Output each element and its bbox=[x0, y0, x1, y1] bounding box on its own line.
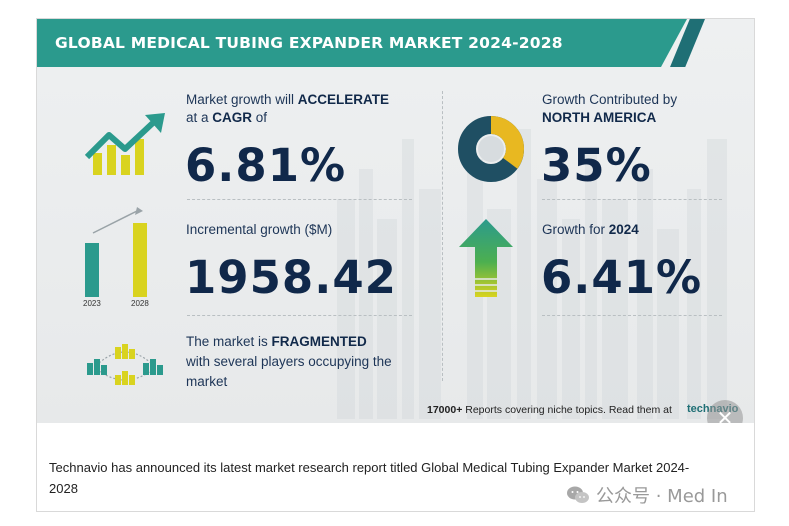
wechat-icon bbox=[567, 486, 589, 503]
year-growth-value: 6.41% bbox=[541, 251, 703, 304]
incremental-value: 1958.42 bbox=[185, 251, 397, 304]
up-arrow-icon bbox=[459, 219, 513, 297]
column-divider bbox=[442, 91, 443, 381]
year-growth-label: Growth for 2024 bbox=[542, 222, 639, 237]
title-banner bbox=[37, 19, 687, 67]
incremental-label: Incremental growth ($M) bbox=[186, 222, 333, 237]
close-icon: ✕ bbox=[716, 407, 734, 424]
row-divider-right-1 bbox=[542, 199, 722, 200]
row-divider-right-2 bbox=[542, 315, 722, 316]
row-divider-left-1 bbox=[187, 199, 412, 200]
footer-note: 17000+ Reports covering niche topics. Re… bbox=[427, 404, 672, 416]
infographic-title: GLOBAL MEDICAL TUBING EXPANDER MARKET 20… bbox=[55, 34, 563, 52]
watermark-text: 公众号 · Med In bbox=[596, 486, 728, 507]
region-value: 35% bbox=[541, 139, 652, 192]
article-card: GLOBAL MEDICAL TUBING EXPANDER MARKET 20… bbox=[36, 18, 755, 512]
cagr-value: 6.81% bbox=[185, 139, 347, 192]
incremental-bar-icon bbox=[85, 207, 147, 297]
wechat-watermark: 公众号 · Med In bbox=[566, 482, 728, 508]
article-caption: Technavio has announced its latest marke… bbox=[49, 460, 690, 496]
bar-start-year: 2023 bbox=[83, 299, 101, 308]
cagr-label: Market growth will ACCELERATE at a CAGR … bbox=[186, 92, 390, 125]
bar-end-year: 2028 bbox=[131, 299, 149, 308]
market-players-icon bbox=[87, 344, 163, 385]
row-divider-left-2 bbox=[187, 315, 412, 316]
market-infographic: GLOBAL MEDICAL TUBING EXPANDER MARKET 20… bbox=[37, 19, 754, 423]
fragmented-label: The market is FRAGMENTED with several pl… bbox=[186, 334, 392, 389]
region-donut-icon bbox=[458, 116, 524, 182]
close-button[interactable]: ✕ bbox=[707, 400, 743, 423]
growth-chart-icon bbox=[85, 113, 165, 175]
region-label: Growth Contributed by NORTH AMERICA bbox=[542, 92, 678, 125]
